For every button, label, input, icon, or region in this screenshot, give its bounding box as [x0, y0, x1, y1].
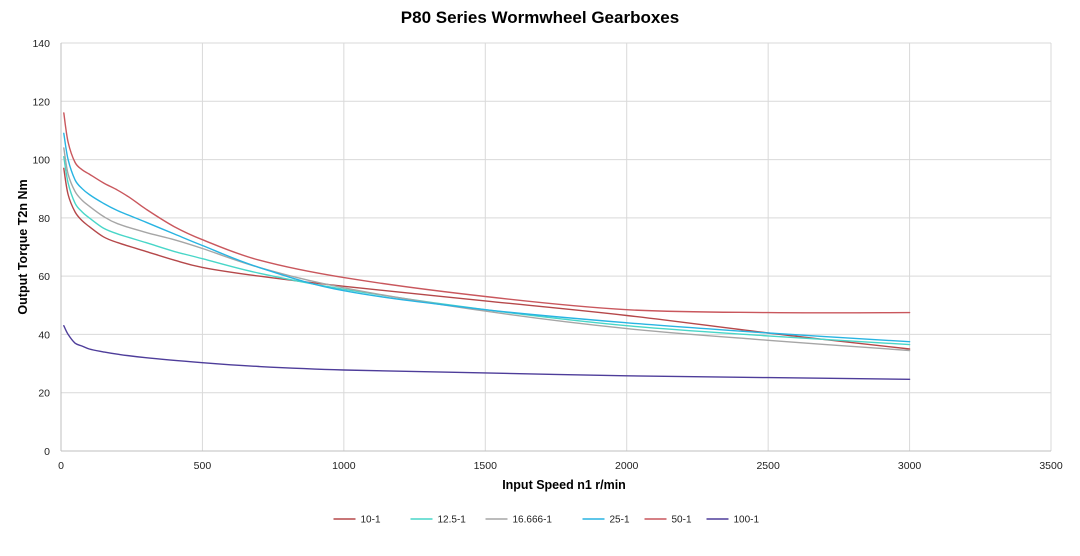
x-tick-label: 2500: [756, 460, 780, 472]
legend-label: 16.666-1: [513, 515, 553, 526]
y-tick-label: 80: [38, 213, 50, 225]
axes: 0 20 40 60 80 100 120 140 0 500 1000 1500 2000 2500 30…: [32, 38, 1062, 472]
y-tick-label: 60: [38, 271, 50, 283]
grid: [61, 42, 1052, 451]
legend-item-50-1: 50-1: [644, 515, 692, 526]
legend-label: 100-1: [734, 515, 760, 526]
legend-item-10-1: 10-1: [333, 515, 381, 526]
series-line-50-1: [63, 112, 911, 314]
x-tick-label: 1000: [332, 460, 356, 472]
x-tick-label: 500: [194, 460, 212, 472]
y-axis-label: Output Torque T2n Nm: [16, 179, 30, 314]
legend-label: 10-1: [361, 515, 381, 526]
legend-label: 25-1: [610, 515, 630, 526]
y-tick-label: 140: [32, 38, 50, 50]
series-line-16.666-1: [63, 147, 911, 352]
x-tick-label: 3500: [1039, 460, 1063, 472]
legend-item-16.666-1: 16.666-1: [485, 515, 553, 526]
legend-item-25-1: 25-1: [582, 515, 630, 526]
legend-label: 50-1: [672, 515, 692, 526]
y-tick-label: 100: [32, 155, 50, 167]
y-tick-label: 120: [32, 96, 50, 108]
series-line-12.5-1: [63, 156, 911, 346]
x-tick-label: 3000: [898, 460, 922, 472]
legend-label: 12.5-1: [438, 515, 467, 526]
legend-item-12.5-1: 12.5-1: [410, 515, 467, 526]
chart-title: P80 Series Wormwheel Gearboxes: [401, 8, 679, 27]
series-line-100-1: [63, 325, 911, 380]
x-tick-label: 2000: [615, 460, 639, 472]
y-tick-label: 0: [44, 446, 50, 458]
series-layer: [63, 112, 911, 380]
legend-item-100-1: 100-1: [706, 515, 760, 526]
y-tick-label: 20: [38, 388, 50, 400]
legend: 10-1 12.5-1 16.666-1 25-1 50-1 100-1: [333, 515, 760, 526]
x-tick-label: 0: [58, 460, 64, 472]
series-line-25-1: [63, 132, 911, 343]
y-tick-label: 40: [38, 329, 50, 341]
x-axis-label: Input Speed n1 r/min: [502, 478, 626, 492]
x-tick-label: 1500: [474, 460, 498, 472]
series-line-10-1: [63, 167, 911, 350]
